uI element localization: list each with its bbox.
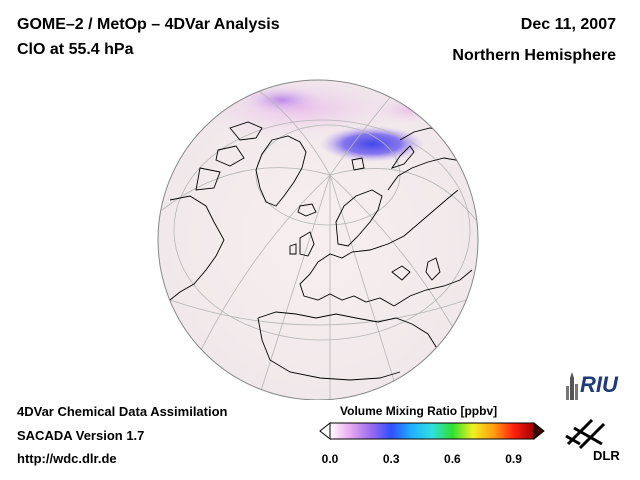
colorbar-tick-label: 0.0 bbox=[321, 452, 339, 466]
footer-line-3: http://wdc.dlr.de bbox=[17, 451, 117, 466]
colorbar-title: Volume Mixing Ratio [ppbv] bbox=[340, 404, 498, 418]
region-label: Northern Hemisphere bbox=[452, 47, 616, 64]
graticule bbox=[161, 83, 477, 400]
colorbar-tick-label: 0.3 bbox=[382, 452, 400, 466]
clo-patch-east bbox=[370, 96, 450, 124]
colorbar-min-arrow bbox=[319, 421, 331, 441]
footer-line-1: 4DVar Chemical Data Assimilation bbox=[17, 404, 228, 419]
colorbar-max-arrow bbox=[533, 421, 545, 441]
coastlines bbox=[169, 121, 477, 381]
dlr-logo-text: DLR bbox=[593, 448, 620, 463]
riu-logo-text: RIU bbox=[580, 372, 618, 397]
globe-outline bbox=[157, 79, 479, 400]
colorbar bbox=[319, 421, 545, 441]
colorbar-tick-label: 0.9 bbox=[505, 452, 522, 466]
title-line-2: ClO at 55.4 hPa bbox=[17, 41, 134, 58]
footer-line-2: SACADA Version 1.7 bbox=[17, 428, 145, 443]
colorbar-gradient bbox=[329, 422, 535, 440]
title-line-1: GOME–2 / MetOp – 4DVar Analysis bbox=[17, 16, 280, 33]
date-label: Dec 11, 2007 bbox=[520, 16, 616, 33]
colorbar-tick-label: 0.6 bbox=[444, 452, 461, 466]
ocean-disc bbox=[158, 80, 478, 400]
clo-patch-west bbox=[242, 86, 322, 114]
clo-maximum bbox=[320, 126, 424, 162]
dlr-logo-icon bbox=[565, 418, 606, 450]
riu-logo-icon bbox=[566, 372, 578, 400]
globe-map bbox=[157, 79, 479, 400]
